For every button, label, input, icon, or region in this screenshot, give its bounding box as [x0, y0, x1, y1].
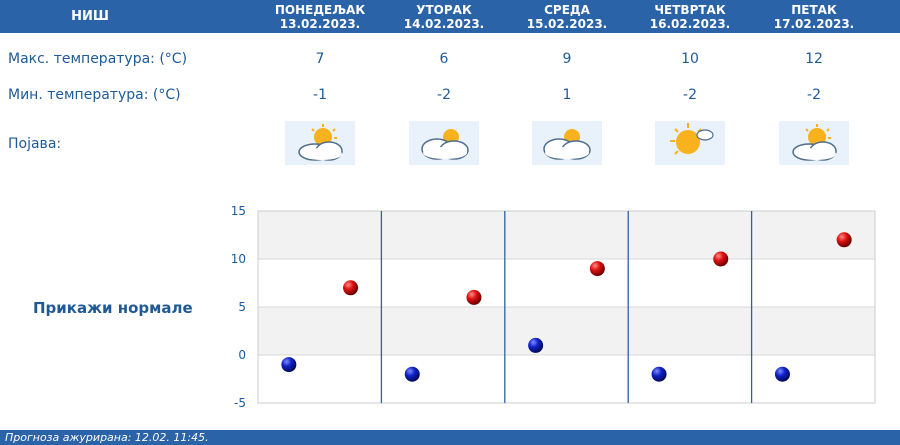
min-temp-point — [651, 366, 667, 382]
plot-border — [257, 210, 876, 404]
temperature-chart: 15 10 5 0 -5 — [231, 204, 876, 410]
max-temp-point — [713, 251, 729, 267]
day-header-2: УТОРАК 14.02.2023. — [382, 3, 506, 31]
min-temp-point — [404, 366, 420, 382]
partly-cloudy-icon — [779, 121, 849, 165]
day-header-4: ЧЕТВРТАК 16.02.2023. — [628, 3, 752, 31]
max-temp-value: 6 — [439, 51, 449, 67]
min-temp-value: -2 — [683, 87, 697, 103]
grid-band — [258, 355, 875, 403]
forecast-updated: Прогноза ажурирана: 12.02. 11:45. — [0, 430, 900, 445]
partly-cloudy-icon — [285, 121, 355, 165]
min-temp-point — [528, 337, 544, 353]
phenomenon-label: Појава: — [8, 136, 62, 152]
day-name: ПЕТАК — [791, 3, 837, 17]
max-temp-point — [836, 232, 852, 248]
y-tick-label: 10 — [231, 252, 246, 266]
day-name: УТОРАК — [416, 3, 472, 17]
max-temp-value: 12 — [805, 51, 823, 67]
mostly-sunny-icon — [655, 121, 725, 165]
max-temp-point — [343, 280, 359, 296]
min-temp-value: -2 — [437, 87, 451, 103]
min-temp-value: -2 — [807, 87, 821, 103]
day-date: 14.02.2023. — [403, 17, 485, 31]
day-header-1: ПОНЕДЕЉАК 13.02.2023. — [258, 3, 382, 31]
grid-band — [258, 211, 875, 259]
y-tick-label: -5 — [234, 396, 246, 410]
grid-band — [258, 307, 875, 355]
day-name: ПОНЕДЕЉАК — [274, 3, 366, 17]
day-date: 17.02.2023. — [773, 17, 855, 31]
city-name: НИШ — [71, 9, 109, 24]
day-date: 16.02.2023. — [649, 17, 731, 31]
min-temp-value: 1 — [562, 87, 572, 103]
cloudy-sun-icon — [532, 121, 602, 165]
day-header-5: ПЕТАК 17.02.2023. — [752, 3, 876, 31]
cloudy-sun-icon — [409, 121, 479, 165]
min-temp-label: Мин. температура: (°C) — [8, 87, 181, 103]
min-temp-point — [774, 366, 790, 382]
y-tick-label: 5 — [238, 300, 246, 314]
max-temp-value: 10 — [681, 51, 699, 67]
day-date: 13.02.2023. — [279, 17, 361, 31]
grid-band — [258, 259, 875, 307]
day-name: ЧЕТВРТАК — [654, 3, 726, 17]
max-temp-point — [589, 261, 605, 277]
day-name: СРЕДА — [544, 3, 590, 17]
min-temp-point — [281, 357, 297, 373]
min-temp-value: -1 — [313, 87, 327, 103]
max-temp-value: 9 — [562, 51, 572, 67]
day-header-3: СРЕДА 15.02.2023. — [505, 3, 629, 31]
day-date: 15.02.2023. — [526, 17, 608, 31]
y-tick-label: 15 — [231, 204, 246, 218]
show-normals-button[interactable]: Прикажи нормале — [33, 299, 193, 317]
y-tick-label: 0 — [238, 348, 246, 362]
header-bar: НИШ ПОНЕДЕЉАК 13.02.2023. УТОРАК 14.02.2… — [0, 0, 900, 33]
max-temp-label: Макс. температура: (°C) — [8, 51, 188, 67]
max-temp-point — [466, 289, 482, 305]
max-temp-value: 7 — [315, 51, 325, 67]
